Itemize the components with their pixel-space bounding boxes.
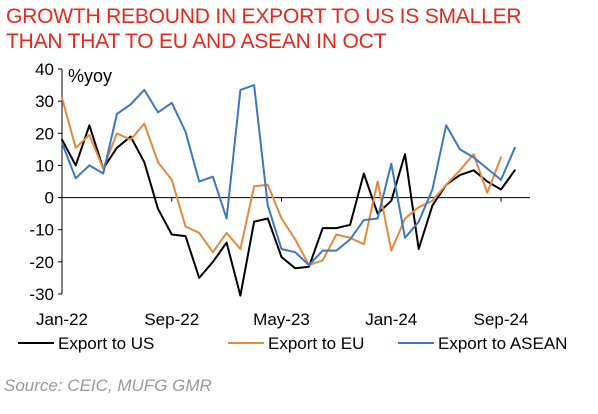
x-tick-label: May-23 [253, 310, 310, 329]
legend-label: Export to EU [268, 334, 364, 353]
series-line-export-to-asean [61, 84, 516, 267]
series-line-export-to-us [61, 124, 516, 297]
x-tick-label: Sep-24 [474, 310, 529, 329]
title-line-1: GROWTH REBOUND IN EXPORT TO US IS SMALLE… [6, 5, 522, 28]
y-tick-label: -10 [29, 221, 54, 240]
y-tick-label: -30 [29, 285, 54, 304]
series-lines [61, 84, 516, 297]
title-line-2: THAN THAT TO EU AND ASEAN IN OCT [6, 30, 387, 53]
series-line-export-to-eu [61, 96, 502, 267]
x-tick-label: Jan-22 [36, 310, 88, 329]
legend-label: Export to ASEAN [438, 334, 567, 353]
legend: Export to US Export to EU Export to ASEAN [18, 334, 567, 353]
y-tick-label: 40 [35, 60, 54, 79]
x-tick-label: Sep-22 [144, 310, 199, 329]
y-tick-label: 30 [35, 92, 54, 111]
x-tick-label: Jan-24 [365, 310, 417, 329]
source-note: Source: CEIC, MUFG GMR [4, 376, 212, 395]
axes: -30 -20 -10 0 10 20 30 40 Jan-22 Sep-22 May-23 Jan-… [29, 60, 530, 329]
y-unit-label: %yoy [68, 66, 112, 86]
legend-label: Export to US [58, 334, 154, 353]
y-tick-label: -20 [29, 253, 54, 272]
y-tick-label: 10 [35, 156, 54, 175]
chart-title: GROWTH REBOUND IN EXPORT TO US IS SMALLE… [6, 4, 596, 54]
y-tick-label: 0 [45, 189, 54, 208]
y-tick-label: 20 [35, 124, 54, 143]
